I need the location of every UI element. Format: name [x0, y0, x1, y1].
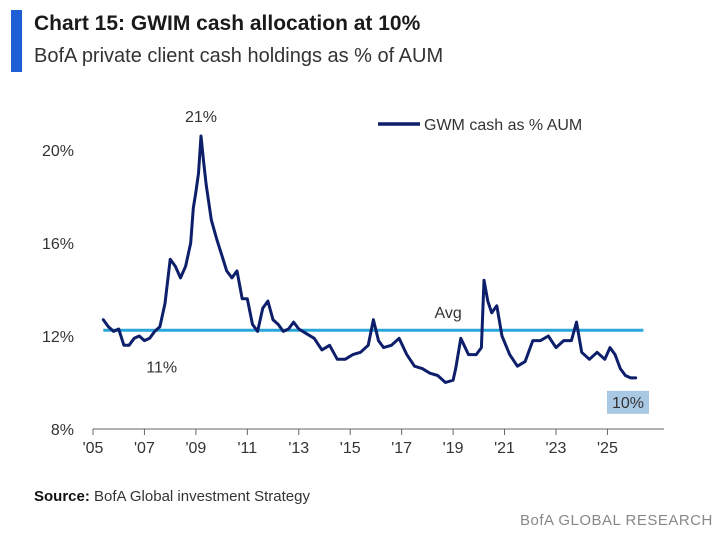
x-tick-label: '07: [134, 440, 155, 457]
x-tick-label: '11: [237, 440, 257, 457]
x-tick-label: '21: [494, 440, 515, 457]
x-tick-label: '13: [288, 440, 309, 457]
chart-subtitle: BofA private client cash holdings as % o…: [34, 45, 444, 67]
x-tick-label: '17: [391, 440, 412, 457]
annotation-label: 11%: [146, 359, 177, 376]
y-tick-label: 16%: [42, 236, 74, 253]
annotation-label: Avg: [434, 305, 461, 322]
y-tick-label: 12%: [42, 329, 74, 346]
title-accent-bar: [11, 10, 22, 72]
annotation-layer: 21% 11% Avg 10%: [146, 109, 649, 414]
series-line-gwm-cash: [101, 134, 638, 384]
source-label: Source:: [34, 488, 90, 505]
annotation-box: [606, 390, 649, 414]
x-tick-label: '19: [443, 440, 464, 457]
y-axis: 8% 12% 16% 20%: [42, 143, 74, 439]
source-text: BofA Global investment Strategy: [94, 488, 310, 505]
legend-label: GWM cash as % AUM: [424, 117, 582, 134]
chart-title: Chart 15: GWIM cash allocation at 10%: [34, 12, 421, 35]
x-tick-label: '15: [340, 440, 361, 457]
y-tick-label: 8%: [51, 422, 74, 439]
x-tick-label: '09: [185, 440, 206, 457]
annotation-label: 21%: [185, 109, 217, 126]
annotation-label: 10%: [612, 395, 644, 412]
x-tick-label: '05: [83, 440, 104, 457]
x-tick-label: '23: [546, 440, 567, 457]
publisher-watermark: BofA GLOBAL RESEARCH: [520, 512, 713, 529]
series-layer: [101, 134, 644, 384]
x-tick-label: '25: [597, 440, 618, 457]
x-axis: '05 '07 '09 '11 '13 '15 '17 '19 '21 '23 '25: [83, 428, 664, 457]
source-note: Source: BofA Global investment Strategy: [34, 488, 310, 505]
y-tick-label: 20%: [42, 143, 74, 160]
legend: GWM cash as % AUM: [378, 117, 582, 134]
